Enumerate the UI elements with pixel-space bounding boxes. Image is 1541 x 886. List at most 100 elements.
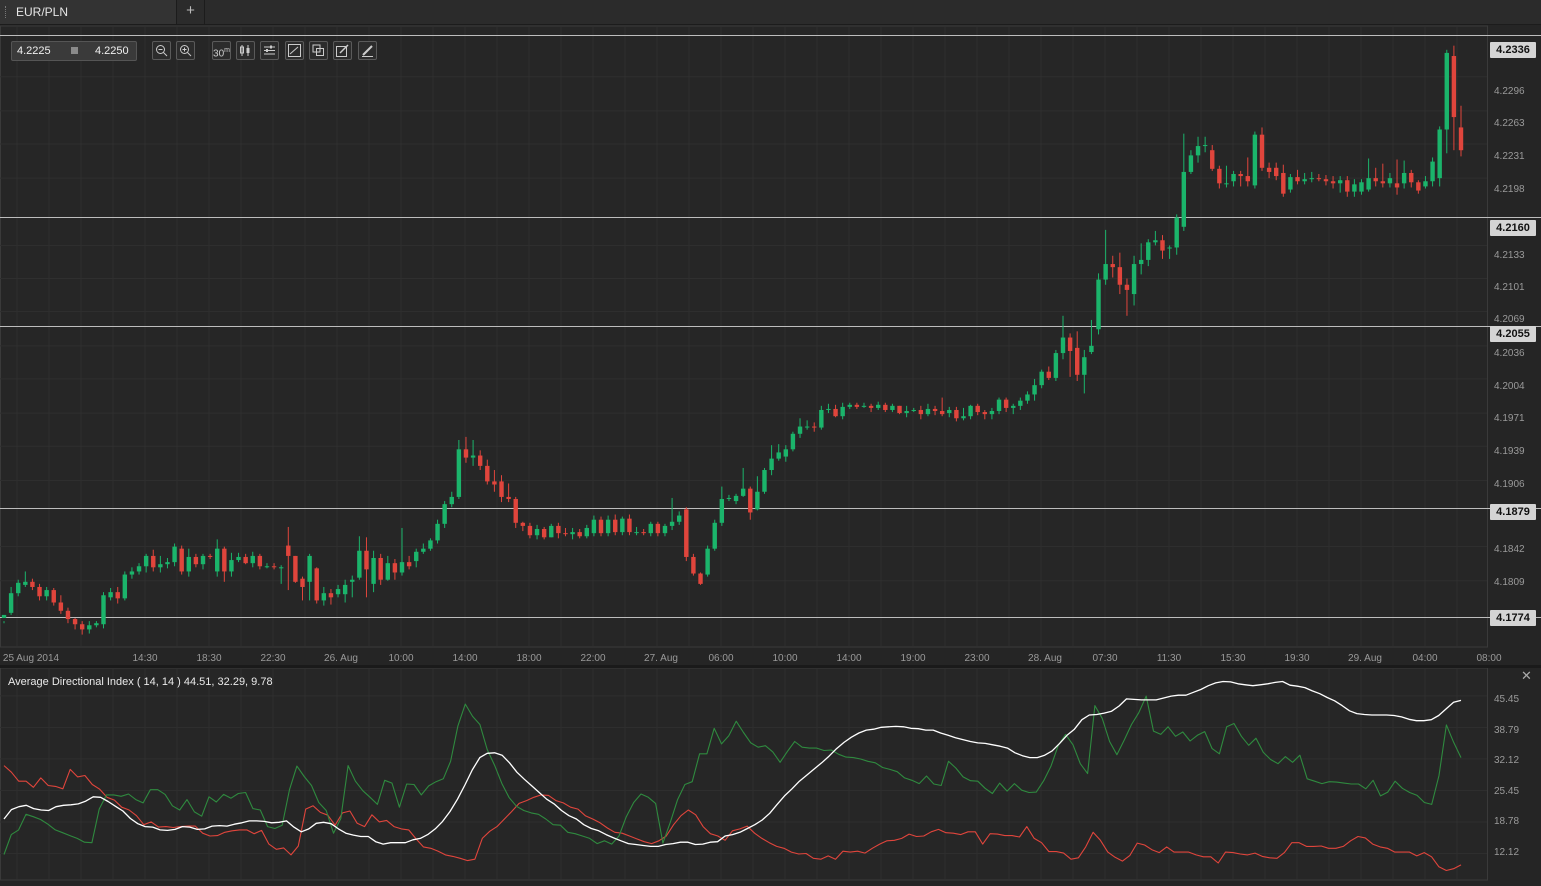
candle-body [1231, 174, 1236, 182]
candle [1039, 369, 1044, 389]
bid-price-box[interactable]: 4.2225 4.2250 [11, 41, 137, 61]
level-tag-1: 4.2336 [1490, 42, 1536, 58]
candle-body [271, 566, 277, 568]
candle [847, 402, 852, 409]
candle-body [350, 579, 355, 582]
candle-body [1046, 371, 1051, 378]
candle [1423, 176, 1428, 189]
candle [648, 521, 653, 537]
candle [819, 405, 824, 430]
candle-body [1096, 279, 1101, 330]
chart-type-button[interactable] [236, 41, 255, 60]
draw-button[interactable] [358, 41, 377, 60]
candle-body [435, 523, 440, 541]
candle-body [826, 408, 831, 410]
add-tab-button[interactable]: + [177, 0, 205, 24]
copy-button[interactable] [309, 41, 328, 60]
tab-eurpln[interactable]: EUR/PLN [0, 0, 177, 24]
y-tick-label: 4.2133 [1494, 250, 1525, 261]
candle-body [1444, 52, 1449, 130]
candle [776, 444, 781, 461]
timeframe-button[interactable]: 30m [212, 41, 231, 60]
candle [16, 579, 21, 597]
zoom-out-button[interactable] [152, 41, 171, 60]
candle-body [1345, 180, 1350, 192]
x-tick-label: 23:00 [964, 653, 990, 664]
candle-body [1032, 385, 1037, 395]
candle-body [790, 433, 796, 450]
candle-body [1380, 181, 1386, 184]
candle [65, 607, 71, 624]
candle-body [1458, 127, 1464, 151]
candle-body [890, 405, 895, 410]
candle [1011, 403, 1016, 415]
candle-body [1359, 182, 1364, 192]
candle-body [1387, 178, 1393, 184]
candle-body [1174, 217, 1179, 248]
candle [570, 527, 575, 540]
candle-body [520, 522, 526, 526]
horizontal-levels [0, 35, 1541, 618]
candle-body [499, 481, 504, 497]
candle-body [719, 498, 725, 523]
candle-body [243, 556, 248, 564]
candle [1316, 174, 1322, 182]
candle-body [1238, 174, 1243, 177]
candle [151, 549, 156, 572]
candle [1131, 255, 1137, 306]
candle-body [1323, 179, 1329, 182]
indicator-y-tick-label: 38.79 [1494, 725, 1520, 736]
candle [854, 402, 860, 409]
candle [1096, 273, 1101, 335]
tab-drag-handle-icon[interactable] [5, 6, 8, 18]
candle-body [812, 426, 817, 428]
candle [207, 553, 213, 560]
candle [1067, 333, 1073, 377]
candle-body [577, 532, 582, 537]
pencil-icon [362, 45, 373, 57]
close-indicator-icon[interactable]: ✕ [1521, 668, 1532, 683]
candle [1153, 230, 1158, 246]
candle-body [421, 548, 426, 552]
candle [456, 440, 462, 499]
candle [321, 586, 327, 606]
candle-body [634, 532, 639, 534]
candle-body [968, 405, 973, 417]
edit-icon [336, 44, 349, 57]
candle-body [613, 519, 618, 533]
candle [1337, 176, 1343, 193]
candle [506, 483, 511, 503]
candle-body [364, 550, 369, 570]
candlestick-icon [240, 45, 250, 56]
candle-body [1416, 182, 1421, 191]
candle-body [94, 623, 99, 626]
candle [300, 576, 305, 601]
candle [428, 538, 433, 551]
candle-body [257, 555, 263, 567]
candle [1295, 169, 1300, 185]
candle [143, 553, 149, 573]
candle [556, 522, 561, 539]
candle [485, 459, 490, 485]
candle-body [357, 550, 362, 578]
candle [634, 526, 639, 536]
zoom-in-button[interactable] [176, 41, 195, 60]
level-tag-2: 4.2160 [1490, 220, 1536, 236]
candle [1046, 366, 1051, 380]
edit-button[interactable] [333, 41, 352, 60]
x-tick-label: 14:00 [836, 653, 862, 664]
candle-body [996, 399, 1002, 412]
x-tick-label: 22:00 [580, 653, 606, 664]
candle [1359, 179, 1364, 195]
candle-body [406, 562, 412, 567]
trendline-button[interactable] [285, 41, 304, 60]
candle [939, 397, 945, 417]
candle-body [684, 509, 689, 557]
candle-body [51, 590, 56, 603]
indicators-button[interactable] [260, 41, 279, 60]
candle [136, 563, 142, 575]
candle [996, 397, 1002, 415]
candle-body [442, 504, 447, 524]
candle-body [143, 555, 149, 567]
